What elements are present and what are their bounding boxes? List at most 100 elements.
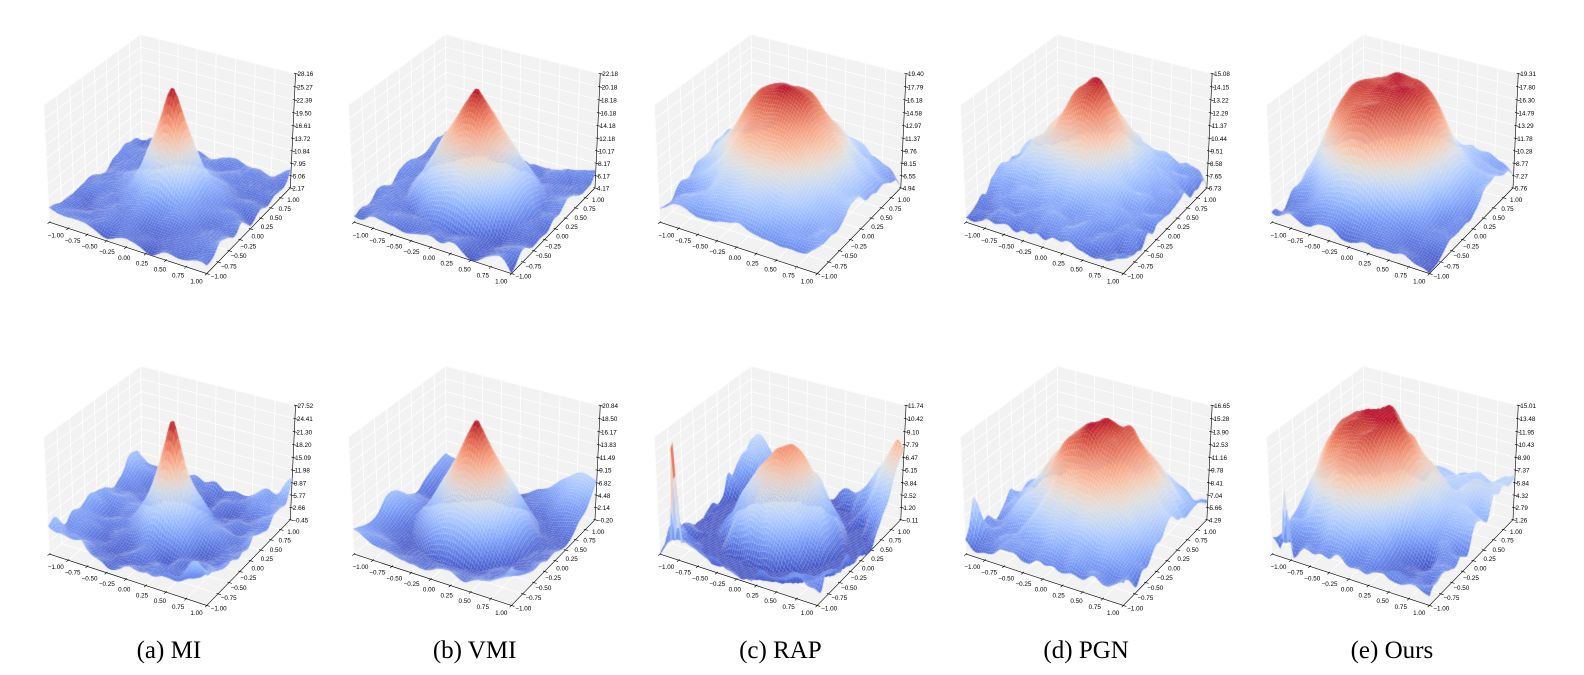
svg-text:2.66: 2.66: [293, 505, 306, 512]
svg-text:21.30: 21.30: [296, 429, 312, 436]
svg-text:15.28: 15.28: [1214, 416, 1230, 423]
svg-text:16.18: 16.18: [600, 110, 616, 117]
svg-text:2.14: 2.14: [598, 505, 611, 512]
svg-text:13.48: 13.48: [1520, 416, 1536, 423]
svg-text:16.17: 16.17: [601, 429, 617, 436]
svg-text:−0.20: −0.20: [597, 517, 613, 524]
svg-text:12.97: 12.97: [906, 123, 922, 130]
svg-text:5.84: 5.84: [1517, 480, 1530, 487]
svg-text:16.65: 16.65: [1214, 403, 1230, 410]
svg-text:6.55: 6.55: [903, 173, 916, 180]
svg-text:11.95: 11.95: [1519, 429, 1535, 436]
svg-text:17.80: 17.80: [1520, 84, 1536, 91]
svg-text:18.18: 18.18: [601, 97, 617, 104]
svg-text:1.20: 1.20: [903, 505, 916, 512]
svg-text:11.37: 11.37: [905, 136, 921, 143]
svg-text:6.47: 6.47: [906, 455, 919, 462]
svg-text:7.37: 7.37: [1517, 468, 1530, 475]
svg-text:4.29: 4.29: [1209, 517, 1222, 524]
svg-text:5.15: 5.15: [905, 468, 918, 475]
svg-text:11.98: 11.98: [295, 468, 311, 475]
svg-text:7.79: 7.79: [906, 442, 919, 449]
svg-text:13.72: 13.72: [295, 136, 311, 143]
svg-text:12.53: 12.53: [1212, 442, 1228, 449]
svg-text:20.18: 20.18: [602, 84, 618, 91]
svg-text:5.77: 5.77: [293, 493, 306, 500]
svg-text:13.83: 13.83: [600, 442, 616, 449]
svg-text:14.79: 14.79: [1518, 110, 1534, 117]
svg-text:2.52: 2.52: [904, 493, 917, 500]
svg-text:9.76: 9.76: [905, 148, 918, 155]
svg-text:7.65: 7.65: [1209, 173, 1222, 180]
svg-text:11.78: 11.78: [1517, 136, 1533, 143]
svg-text:9.10: 9.10: [907, 429, 920, 436]
svg-text:12.18: 12.18: [599, 136, 615, 143]
svg-text:27.52: 27.52: [298, 403, 314, 410]
svg-text:10.42: 10.42: [907, 416, 923, 423]
svg-text:22.39: 22.39: [296, 97, 312, 104]
svg-text:1.26: 1.26: [1515, 517, 1528, 524]
svg-text:8.17: 8.17: [598, 161, 611, 168]
svg-text:16.30: 16.30: [1519, 97, 1535, 104]
svg-text:2.79: 2.79: [1516, 505, 1529, 512]
svg-text:6.82: 6.82: [599, 480, 612, 487]
svg-text:−0.45: −0.45: [292, 517, 308, 524]
svg-text:11.16: 11.16: [1212, 455, 1228, 462]
svg-text:9.15: 9.15: [599, 468, 612, 475]
svg-text:16.61: 16.61: [295, 123, 311, 130]
svg-text:7.27: 7.27: [1516, 173, 1529, 180]
svg-text:4.32: 4.32: [1516, 493, 1529, 500]
svg-text:13.29: 13.29: [1518, 123, 1534, 130]
svg-text:5.06: 5.06: [293, 173, 306, 180]
svg-text:−0.11: −0.11: [903, 517, 919, 524]
svg-text:5.66: 5.66: [1209, 505, 1222, 512]
svg-text:11.74: 11.74: [908, 403, 924, 410]
svg-text:20.84: 20.84: [602, 403, 618, 410]
svg-text:8.87: 8.87: [294, 480, 307, 487]
svg-text:14.58: 14.58: [906, 110, 922, 117]
svg-text:11.37: 11.37: [1212, 123, 1228, 130]
svg-text:8.41: 8.41: [1211, 480, 1224, 487]
svg-text:13.22: 13.22: [1213, 97, 1229, 104]
svg-text:7.95: 7.95: [293, 161, 306, 168]
svg-text:8.77: 8.77: [1516, 161, 1529, 168]
svg-text:4.94: 4.94: [903, 185, 916, 192]
svg-text:8.58: 8.58: [1210, 161, 1223, 168]
svg-text:10.84: 10.84: [294, 148, 310, 155]
svg-text:13.90: 13.90: [1213, 429, 1229, 436]
svg-text:2.17: 2.17: [292, 185, 305, 192]
svg-text:15.09: 15.09: [295, 455, 311, 462]
svg-text:12.29: 12.29: [1212, 110, 1228, 117]
svg-text:19.40: 19.40: [908, 71, 924, 78]
svg-text:15.01: 15.01: [1520, 403, 1536, 410]
svg-text:19.31: 19.31: [1520, 71, 1536, 78]
svg-text:10.43: 10.43: [1518, 442, 1534, 449]
svg-text:22.18: 22.18: [602, 71, 618, 78]
svg-text:18.50: 18.50: [602, 416, 618, 423]
svg-text:8.90: 8.90: [1518, 455, 1531, 462]
svg-text:6.73: 6.73: [1209, 185, 1222, 192]
svg-text:4.48: 4.48: [598, 493, 611, 500]
svg-text:28.16: 28.16: [298, 71, 314, 78]
svg-text:10.44: 10.44: [1211, 136, 1227, 143]
svg-text:15.08: 15.08: [1214, 71, 1230, 78]
svg-text:17.79: 17.79: [907, 84, 923, 91]
svg-text:9.51: 9.51: [1211, 148, 1224, 155]
svg-text:8.15: 8.15: [904, 161, 917, 168]
svg-text:10.28: 10.28: [1517, 148, 1533, 155]
svg-text:4.17: 4.17: [597, 185, 610, 192]
svg-text:5.76: 5.76: [1515, 185, 1528, 192]
svg-text:3.84: 3.84: [905, 480, 918, 487]
svg-text:25.27: 25.27: [297, 84, 313, 91]
svg-text:14.15: 14.15: [1214, 84, 1230, 91]
svg-text:19.50: 19.50: [296, 110, 312, 117]
svg-text:11.49: 11.49: [600, 455, 616, 462]
svg-text:24.41: 24.41: [297, 416, 313, 423]
svg-text:7.04: 7.04: [1210, 493, 1223, 500]
svg-text:9.78: 9.78: [1211, 468, 1224, 475]
svg-text:16.18: 16.18: [907, 97, 923, 104]
svg-text:6.17: 6.17: [598, 173, 611, 180]
svg-text:14.18: 14.18: [600, 123, 616, 130]
svg-text:18.20: 18.20: [296, 442, 312, 449]
svg-text:10.17: 10.17: [599, 148, 615, 155]
